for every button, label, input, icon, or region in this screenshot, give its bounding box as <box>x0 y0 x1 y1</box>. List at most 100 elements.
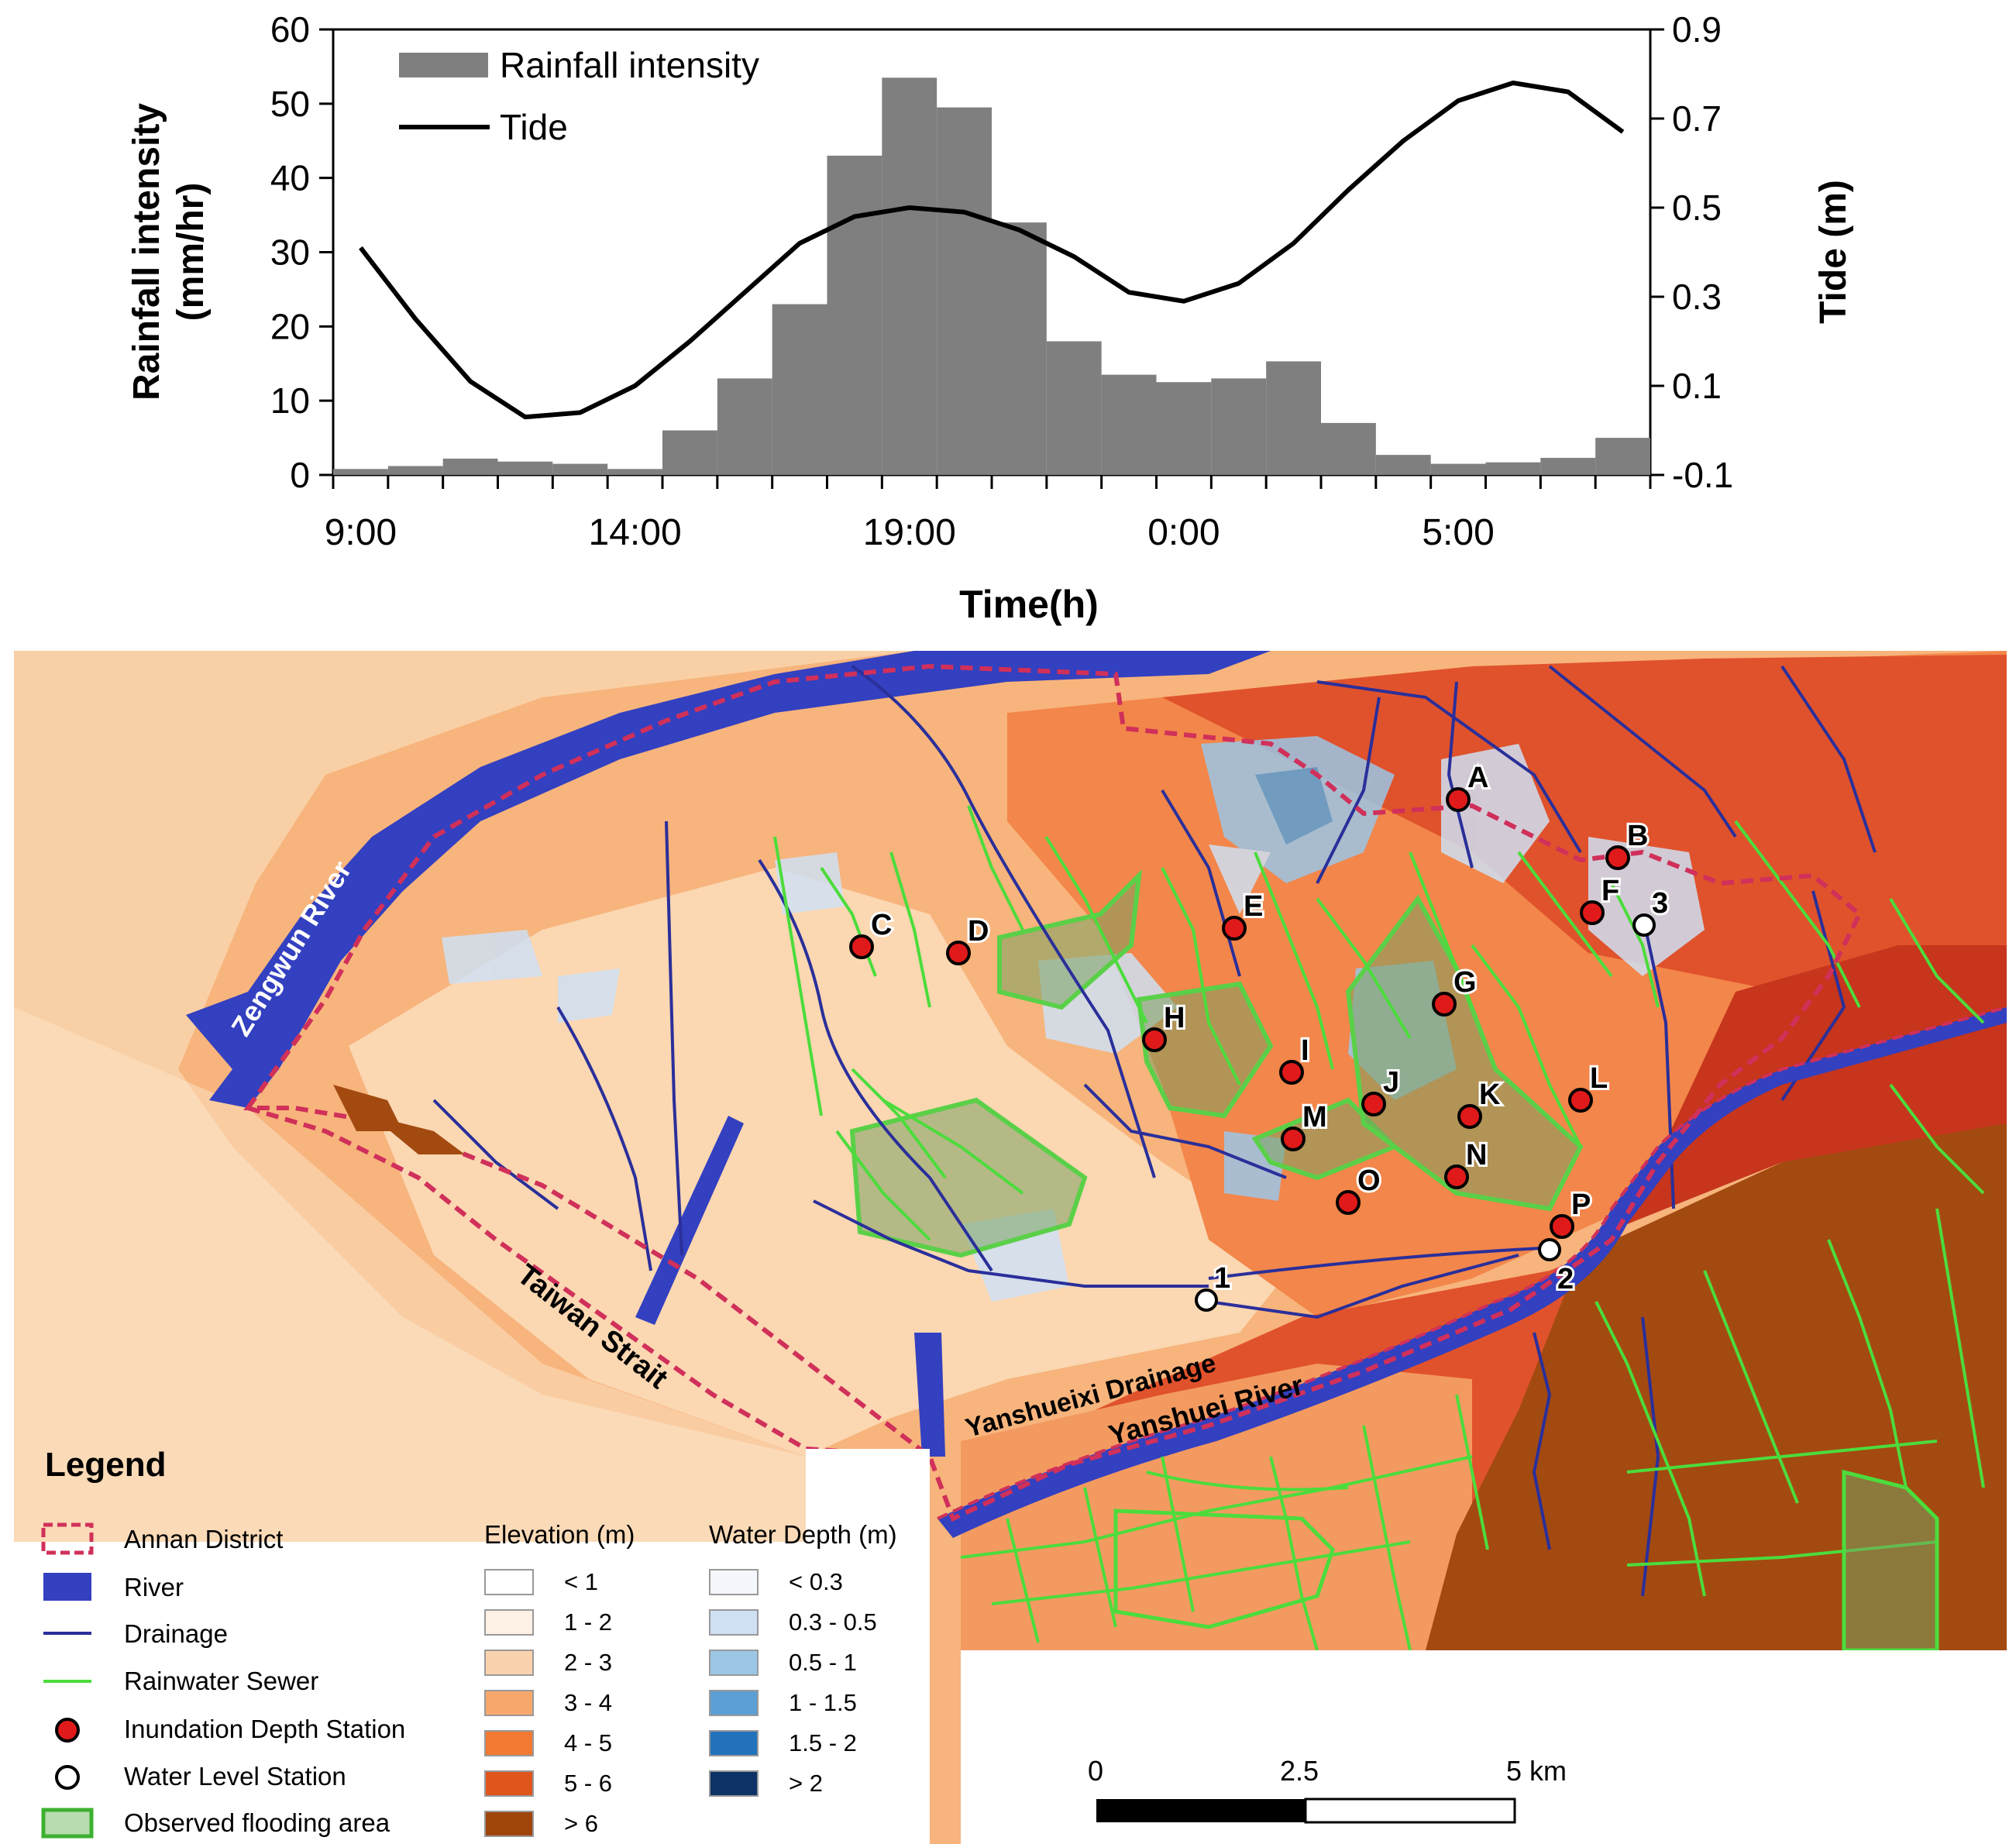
station-label: D <box>968 915 989 948</box>
rainfall-bar <box>497 461 553 475</box>
elevation-swatch <box>484 1690 534 1716</box>
station-label: F <box>1601 875 1619 907</box>
station-label: N <box>1466 1139 1487 1171</box>
elevation-swatch <box>484 1730 534 1756</box>
rainfall-bars <box>333 77 1650 475</box>
elevation-class-label: > 6 <box>564 1810 598 1837</box>
annan-district-swatch <box>41 1522 94 1555</box>
map-legend: Legend Annan District River Drainage Rai… <box>41 1446 1567 1839</box>
depth-class-label: > 2 <box>789 1770 823 1797</box>
station-label: 1 <box>1214 1262 1230 1295</box>
rainfall-bar <box>1211 378 1267 475</box>
legend-water-level: Water Level Station <box>124 1762 346 1791</box>
y2-tick-label: 0.7 <box>1672 98 1722 139</box>
inundation-station-p[interactable] <box>1550 1214 1574 1239</box>
x-tick-label: 19:00 <box>863 512 956 553</box>
water-level-station-swatch <box>55 1765 80 1790</box>
scale-tick-mid: 2.5 <box>1280 1755 1319 1787</box>
rainfall-bar <box>1321 422 1376 475</box>
station-label: G <box>1454 966 1477 999</box>
annan-district-boundary <box>243 663 1863 1522</box>
rainfall-bar <box>607 469 662 475</box>
station-label: B <box>1627 820 1648 852</box>
y2-tick-label: 0.5 <box>1672 187 1722 228</box>
depth-swatch <box>709 1730 759 1756</box>
inundation-station-m[interactable] <box>1281 1127 1306 1151</box>
rainfall-bar <box>442 458 498 475</box>
station-label: 3 <box>1652 887 1668 920</box>
water-level-station-1[interactable] <box>1195 1288 1218 1312</box>
river-swatch <box>43 1573 91 1601</box>
station-label: I <box>1301 1034 1309 1067</box>
y2-tick-label: 0.1 <box>1672 366 1722 406</box>
rainfall-bar <box>1156 382 1212 475</box>
scale-bar: 0 2.5 5 km <box>1088 1755 1567 1824</box>
scale-tick-end: 5 km <box>1506 1755 1567 1787</box>
rainfall-bar <box>1266 361 1321 475</box>
depth-title: Water Depth (m) <box>709 1520 897 1549</box>
rainfall-bar <box>333 469 388 475</box>
inundation-station-c[interactable] <box>849 934 874 959</box>
legend-drainage: Drainage <box>124 1619 228 1648</box>
observed-flooding-areas <box>849 869 1584 1258</box>
water-level-station-2[interactable] <box>1538 1238 1561 1261</box>
inundation-station-o[interactable] <box>1336 1190 1361 1215</box>
depth-class-label: 0.3 - 0.5 <box>789 1608 877 1636</box>
elevation-class-label: 1 - 2 <box>564 1608 612 1636</box>
inundation-station-l[interactable] <box>1568 1088 1593 1113</box>
inundation-station-i[interactable] <box>1279 1060 1304 1085</box>
south-sewer-outline <box>1113 1509 1335 1629</box>
flooding-area-swatch <box>41 1808 94 1839</box>
river-mouth-channel <box>635 1116 744 1325</box>
legend-line-label: Tide <box>500 107 568 147</box>
inundation-station-b[interactable] <box>1605 845 1630 870</box>
inundation-station-d[interactable] <box>946 941 971 965</box>
depth-swatch <box>709 1770 759 1797</box>
inundation-station-g[interactable] <box>1432 992 1457 1017</box>
scale-black <box>1096 1799 1306 1822</box>
south-channel <box>914 1333 945 1457</box>
station-label: 2 <box>1557 1263 1574 1295</box>
y-tick-label: 10 <box>270 380 310 421</box>
y-tick-label: 40 <box>270 158 310 198</box>
station-label: A <box>1467 762 1488 794</box>
southeast-flood-polygon <box>1842 1469 1939 1653</box>
sea-area <box>14 1007 806 1542</box>
inundation-station-j[interactable] <box>1361 1092 1386 1116</box>
inundation-station-a[interactable] <box>1446 787 1471 812</box>
elevation-swatch <box>484 1811 534 1837</box>
inundation-station-f[interactable] <box>1580 900 1605 925</box>
legend-flooding-area: Observed flooding area <box>124 1808 390 1837</box>
y2-tick-label: -0.1 <box>1672 455 1733 495</box>
depth-class-label: 1.5 - 2 <box>789 1729 857 1756</box>
elevation-classes: < 1 1 - 2 2 - 3 3 - 4 4 - 5 5 - 6 > 6 <box>484 1568 612 1837</box>
elevation-class-label: 3 - 4 <box>564 1689 612 1716</box>
y-tick-label: 60 <box>270 9 310 50</box>
rainfall-bar <box>937 107 992 475</box>
station-label: E <box>1244 890 1263 923</box>
inundation-station-k[interactable] <box>1457 1104 1482 1129</box>
study-area-map <box>14 651 2007 1844</box>
rainfall-bar <box>717 378 772 475</box>
inundation-station-n[interactable] <box>1444 1165 1469 1189</box>
rainwater-sewer-network <box>773 805 1985 1651</box>
rainfall-bar <box>662 430 717 475</box>
x-tick-label: 14:00 <box>589 512 682 553</box>
rainfall-bar <box>552 463 608 475</box>
rainfall-bar <box>1540 457 1596 475</box>
coastal-boundary <box>247 1106 931 1459</box>
elevation-class-label: 5 - 6 <box>564 1770 612 1797</box>
coastal-dune-patch-2 <box>372 1116 465 1154</box>
y-axis-title-line2: (mm/hr) <box>170 183 212 322</box>
inundation-station-h[interactable] <box>1142 1027 1167 1052</box>
yanshuei-bank <box>937 1006 2007 1520</box>
elevation-title: Elevation (m) <box>484 1520 635 1549</box>
inundation-station-e[interactable] <box>1222 916 1247 941</box>
elevation-swatch <box>484 1770 534 1797</box>
legend-sewer: Rainwater Sewer <box>124 1667 318 1695</box>
rainfall-bar <box>387 466 443 475</box>
water-level-station-3[interactable] <box>1632 913 1656 937</box>
y-tick-label: 50 <box>270 84 310 124</box>
station-label: O <box>1357 1165 1381 1197</box>
depth-swatch <box>709 1609 759 1636</box>
